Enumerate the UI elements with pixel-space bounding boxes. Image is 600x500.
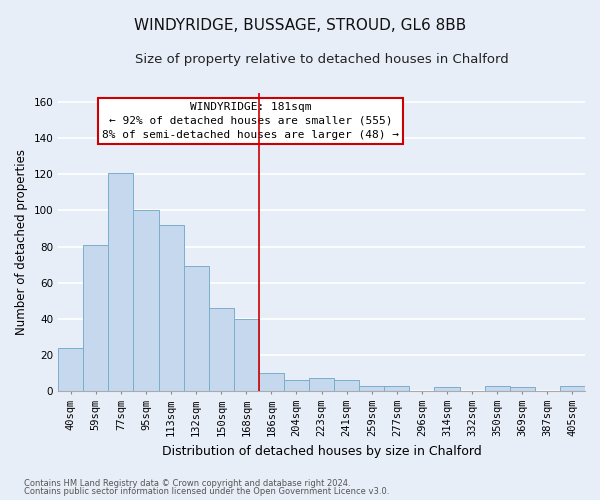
Y-axis label: Number of detached properties: Number of detached properties — [15, 149, 28, 335]
Bar — [109, 172, 133, 391]
Title: Size of property relative to detached houses in Chalford: Size of property relative to detached ho… — [135, 52, 508, 66]
Bar — [309, 378, 334, 391]
Bar — [209, 308, 234, 391]
Bar — [385, 386, 409, 391]
Bar — [259, 373, 284, 391]
Bar — [133, 210, 158, 391]
Bar — [510, 388, 535, 391]
Text: Contains HM Land Registry data © Crown copyright and database right 2024.: Contains HM Land Registry data © Crown c… — [24, 478, 350, 488]
Bar — [434, 388, 460, 391]
Bar — [284, 380, 309, 391]
Bar — [58, 348, 83, 391]
Bar — [158, 225, 184, 391]
Bar — [184, 266, 209, 391]
Bar — [334, 380, 359, 391]
Bar — [83, 245, 109, 391]
Text: WINDYRIDGE, BUSSAGE, STROUD, GL6 8BB: WINDYRIDGE, BUSSAGE, STROUD, GL6 8BB — [134, 18, 466, 32]
Bar — [560, 386, 585, 391]
Bar — [234, 319, 259, 391]
Bar — [485, 386, 510, 391]
Text: Contains public sector information licensed under the Open Government Licence v3: Contains public sector information licen… — [24, 487, 389, 496]
X-axis label: Distribution of detached houses by size in Chalford: Distribution of detached houses by size … — [162, 444, 481, 458]
Bar — [359, 386, 385, 391]
Text: WINDYRIDGE: 181sqm
← 92% of detached houses are smaller (555)
8% of semi-detache: WINDYRIDGE: 181sqm ← 92% of detached hou… — [102, 102, 399, 140]
